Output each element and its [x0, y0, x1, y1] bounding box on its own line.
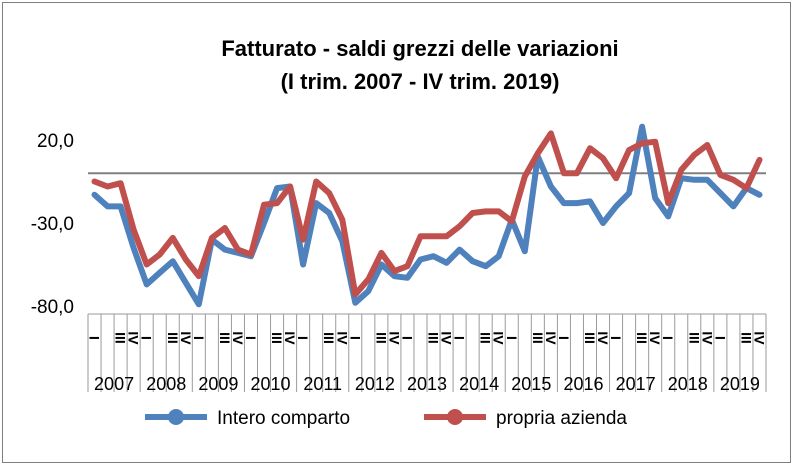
- quarter-tick-label: I: [243, 336, 259, 340]
- legend-intero-comparto-label: Intero comparto: [217, 408, 350, 429]
- chart-title-line: Fatturato - saldi grezzi delle variazion…: [221, 36, 619, 61]
- chart-title: Fatturato - saldi grezzi delle variazion…: [100, 32, 740, 98]
- year-label: 2018: [668, 374, 708, 394]
- quarter-tick-label: IV: [230, 331, 246, 345]
- legend-propria-azienda-marker: [447, 409, 463, 425]
- series-layer: [91, 123, 763, 308]
- quarter-tick-label: III: [217, 332, 233, 344]
- quarter-tick-label: IV: [386, 331, 402, 345]
- quarter-tick-label: III: [478, 332, 494, 344]
- quarter-tick-label: IV: [595, 331, 611, 345]
- quarter-tick-label: IV: [751, 331, 767, 345]
- quarter-tick-label: III: [165, 332, 181, 344]
- year-label: 2007: [94, 374, 134, 394]
- year-label: 2010: [251, 374, 291, 394]
- quarter-tick-label: I: [504, 336, 520, 340]
- quarter-tick-label: IV: [126, 331, 142, 345]
- quarter-tick-label: I: [399, 336, 415, 340]
- year-label: 2008: [146, 374, 186, 394]
- legend-intero-comparto-marker: [168, 409, 184, 425]
- quarter-tick-label: I: [556, 336, 572, 340]
- year-label: 2017: [616, 374, 656, 394]
- quarter-tick-label: I: [452, 336, 468, 340]
- quarter-tick-label: IV: [699, 331, 715, 345]
- quarter-tick-label: IV: [439, 331, 455, 345]
- y-tick-label: -80,0: [31, 297, 74, 318]
- quarter-tick-label: III: [373, 332, 389, 344]
- year-label: 2013: [407, 374, 447, 394]
- quarter-tick-label: III: [321, 332, 337, 344]
- quarter-tick-label: I: [139, 336, 155, 340]
- year-label: 2019: [720, 374, 760, 394]
- quarter-tick-label: III: [426, 332, 442, 344]
- quarter-tick-label: I: [295, 336, 311, 340]
- y-tick-label: 20,0: [37, 131, 74, 152]
- quarter-tick-label: I: [660, 336, 676, 340]
- quarter-tick-label: III: [269, 332, 285, 344]
- year-label: 2012: [355, 374, 395, 394]
- quarter-tick-label: IV: [491, 331, 507, 345]
- quarter-tick-label: IV: [178, 331, 194, 345]
- quarter-tick-label: I: [712, 336, 728, 340]
- quarter-tick-label: III: [634, 332, 650, 344]
- quarter-tick-label: IV: [282, 331, 298, 345]
- quarter-tick-label: IV: [543, 331, 559, 345]
- quarter-tick-label: IV: [334, 331, 350, 345]
- year-label: 2009: [198, 374, 238, 394]
- quarter-tick-label: IV: [647, 331, 663, 345]
- legend: Intero comparto propria azienda: [145, 408, 627, 429]
- quarter-tick-label: III: [738, 332, 754, 344]
- chart-subtitle-line: (I trim. 2007 - IV trim. 2019): [280, 69, 560, 94]
- quarter-tick-label: III: [530, 332, 546, 344]
- year-label: 2011: [303, 374, 342, 394]
- quarter-tick-label: I: [191, 336, 207, 340]
- quarter-tick-label: III: [113, 332, 129, 344]
- y-axis-labels: 20,0 -30,0 -80,0: [31, 131, 74, 318]
- y-tick-label: -30,0: [31, 214, 74, 235]
- year-label: 2014: [459, 374, 499, 394]
- year-label: 2015: [511, 374, 551, 394]
- quarter-tick-label: I: [347, 336, 363, 340]
- legend-propria-azienda-label: propria azienda: [496, 408, 627, 429]
- quarter-tick-label: I: [608, 336, 624, 340]
- quarter-tick-label: I: [87, 336, 103, 340]
- year-label: 2016: [563, 374, 603, 394]
- quarter-tick-label: III: [582, 332, 598, 344]
- series-line-propria-azienda: [91, 130, 763, 298]
- quarter-tick-label: III: [686, 332, 702, 344]
- series-line-intero-comparto: [91, 123, 763, 308]
